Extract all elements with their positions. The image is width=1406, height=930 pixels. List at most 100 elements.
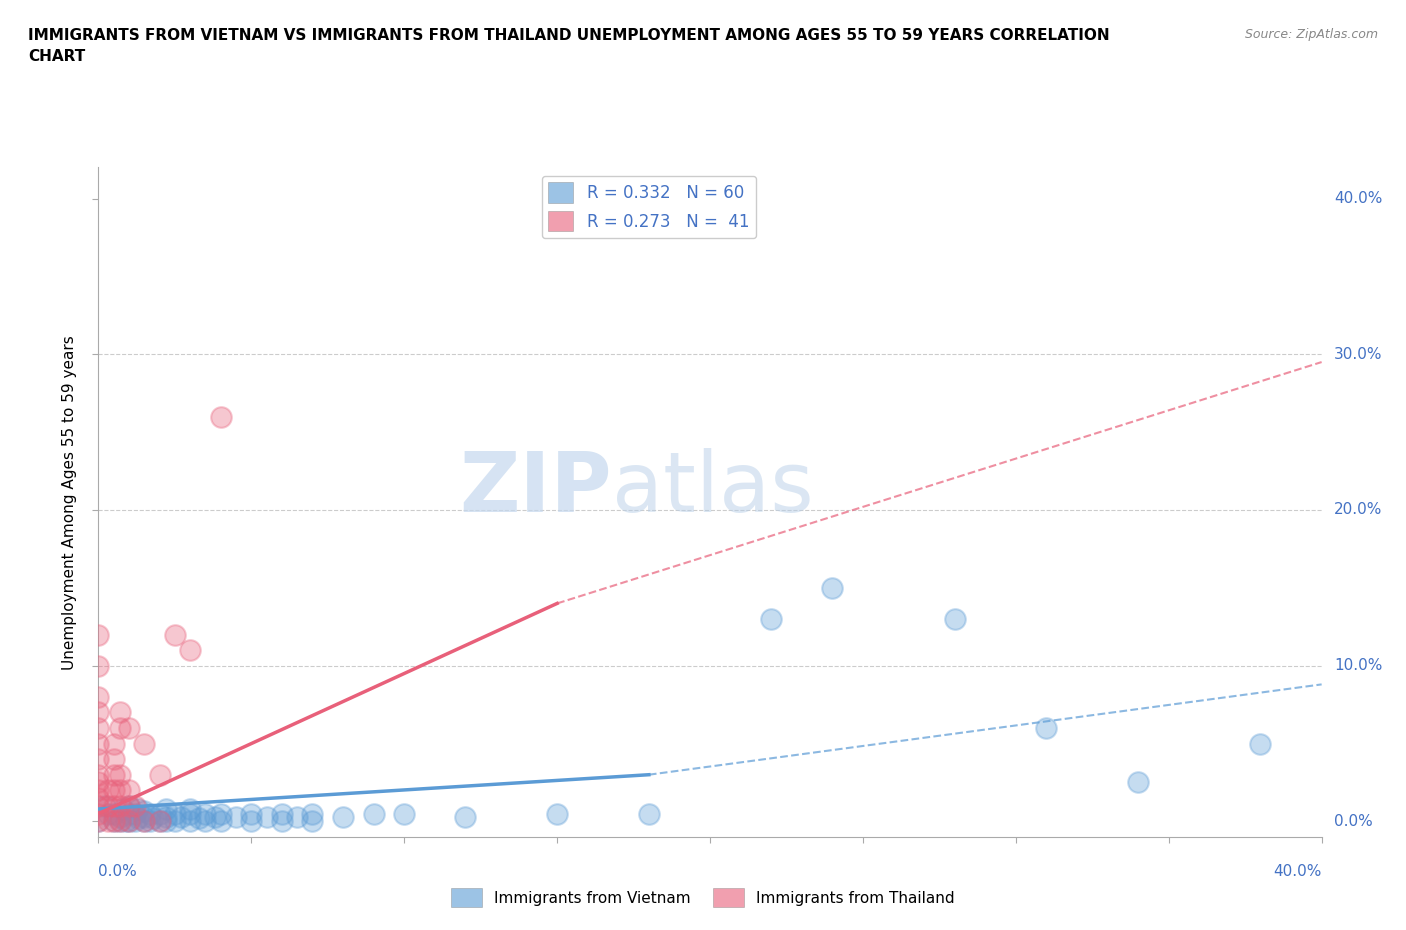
Text: 10.0%: 10.0% xyxy=(1334,658,1382,673)
Point xyxy=(142,811,165,826)
Point xyxy=(103,806,125,821)
Point xyxy=(118,799,141,814)
Point xyxy=(134,804,156,818)
Point xyxy=(149,767,172,782)
Point xyxy=(118,783,141,798)
Point xyxy=(118,806,141,821)
Point xyxy=(87,627,110,642)
Point xyxy=(87,705,110,720)
Point xyxy=(163,814,186,829)
Point xyxy=(124,814,146,829)
Point xyxy=(204,809,226,824)
Text: 30.0%: 30.0% xyxy=(1334,347,1382,362)
Point xyxy=(155,802,177,817)
Text: IMMIGRANTS FROM VIETNAM VS IMMIGRANTS FROM THAILAND UNEMPLOYMENT AMONG AGES 55 T: IMMIGRANTS FROM VIETNAM VS IMMIGRANTS FR… xyxy=(28,28,1109,64)
Point xyxy=(108,783,131,798)
Point xyxy=(163,806,186,821)
Y-axis label: Unemployment Among Ages 55 to 59 years: Unemployment Among Ages 55 to 59 years xyxy=(62,335,77,670)
Text: 0.0%: 0.0% xyxy=(98,864,138,879)
Point xyxy=(637,806,661,821)
Point xyxy=(546,806,568,821)
Point xyxy=(134,737,156,751)
Text: Source: ZipAtlas.com: Source: ZipAtlas.com xyxy=(1244,28,1378,41)
Point xyxy=(87,775,110,790)
Point xyxy=(127,802,149,817)
Point xyxy=(270,814,292,829)
Point xyxy=(155,814,177,829)
Point xyxy=(108,799,131,814)
Point xyxy=(139,806,162,821)
Point xyxy=(93,799,115,814)
Point xyxy=(87,737,110,751)
Point xyxy=(240,806,263,821)
Point xyxy=(134,814,156,829)
Point xyxy=(1128,775,1150,790)
Point xyxy=(87,814,110,829)
Point xyxy=(149,806,172,821)
Point xyxy=(108,814,131,829)
Point xyxy=(87,806,110,821)
Point xyxy=(759,612,782,627)
Point xyxy=(285,809,308,824)
Point xyxy=(139,814,162,829)
Point xyxy=(97,799,120,814)
Text: 20.0%: 20.0% xyxy=(1334,502,1382,517)
Legend: R = 0.332   N = 60, R = 0.273   N =  41: R = 0.332 N = 60, R = 0.273 N = 41 xyxy=(541,176,756,238)
Point xyxy=(103,814,125,829)
Text: 40.0%: 40.0% xyxy=(1274,864,1322,879)
Point xyxy=(209,814,232,829)
Text: 0.0%: 0.0% xyxy=(1334,814,1372,829)
Point xyxy=(103,799,125,814)
Point xyxy=(194,814,217,829)
Point xyxy=(118,814,141,829)
Point xyxy=(103,783,125,798)
Point xyxy=(124,806,146,821)
Point xyxy=(1249,737,1271,751)
Point xyxy=(821,580,844,595)
Point xyxy=(454,809,477,824)
Point xyxy=(256,809,278,824)
Point xyxy=(149,814,172,829)
Point xyxy=(103,767,125,782)
Point xyxy=(87,689,110,704)
Point xyxy=(301,814,323,829)
Point xyxy=(118,721,141,736)
Text: ZIP: ZIP xyxy=(460,448,612,529)
Point xyxy=(97,806,120,821)
Legend: Immigrants from Vietnam, Immigrants from Thailand: Immigrants from Vietnam, Immigrants from… xyxy=(446,883,960,913)
Point xyxy=(188,811,211,826)
Point xyxy=(270,806,292,821)
Point xyxy=(97,783,120,798)
Point xyxy=(87,814,110,829)
Point xyxy=(209,409,232,424)
Point xyxy=(103,737,125,751)
Point xyxy=(97,814,120,829)
Point xyxy=(194,806,217,821)
Point xyxy=(332,809,354,824)
Point xyxy=(134,814,156,829)
Point xyxy=(108,809,131,824)
Point xyxy=(87,790,110,805)
Point xyxy=(87,658,110,673)
Point xyxy=(163,627,186,642)
Text: 40.0%: 40.0% xyxy=(1334,191,1382,206)
Point xyxy=(111,802,134,817)
Point xyxy=(115,814,138,829)
Point xyxy=(87,767,110,782)
Point xyxy=(149,814,172,829)
Point xyxy=(134,809,156,824)
Point xyxy=(108,721,131,736)
Point xyxy=(179,802,201,817)
Point xyxy=(87,751,110,766)
Point xyxy=(179,814,201,829)
Point xyxy=(118,814,141,829)
Point xyxy=(118,799,141,814)
Point xyxy=(87,799,110,814)
Point xyxy=(108,705,131,720)
Point xyxy=(209,806,232,821)
Point xyxy=(179,643,201,658)
Point xyxy=(108,814,131,829)
Point xyxy=(124,799,146,814)
Point xyxy=(103,751,125,766)
Point xyxy=(170,809,193,824)
